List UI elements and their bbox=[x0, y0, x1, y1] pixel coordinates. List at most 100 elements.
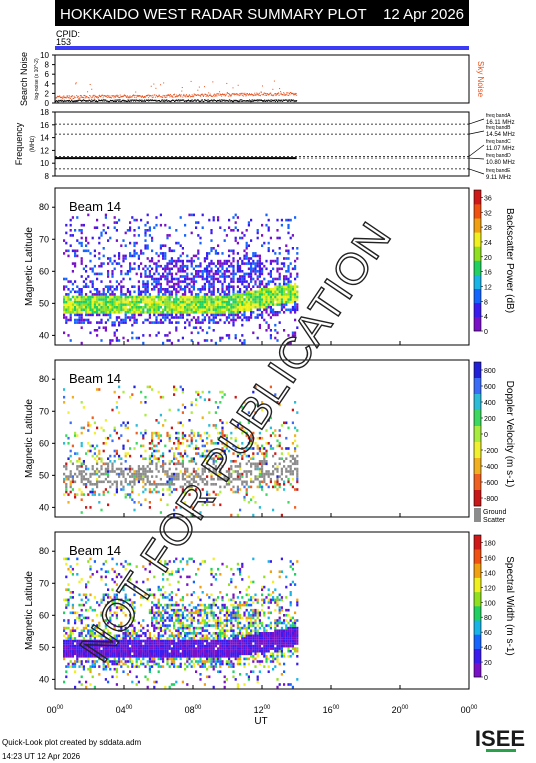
data-cell bbox=[91, 608, 94, 612]
data-cell bbox=[296, 444, 299, 448]
data-cell bbox=[131, 393, 134, 396]
data-cell bbox=[109, 285, 112, 288]
data-cell bbox=[115, 637, 118, 640]
noise-point bbox=[198, 86, 200, 88]
data-cell bbox=[133, 229, 136, 232]
data-cell bbox=[98, 634, 101, 638]
data-cell bbox=[85, 596, 88, 599]
data-cell bbox=[272, 465, 275, 468]
noise-point bbox=[262, 100, 264, 102]
data-cell bbox=[184, 449, 187, 453]
noise-point bbox=[92, 95, 94, 97]
data-cell bbox=[258, 280, 261, 283]
data-cell bbox=[219, 300, 222, 304]
noise-point bbox=[73, 95, 75, 97]
data-cell bbox=[195, 447, 198, 450]
data-cell bbox=[69, 472, 72, 476]
data-cell bbox=[239, 472, 242, 476]
data-cell bbox=[287, 298, 290, 301]
data-cell bbox=[243, 290, 246, 294]
data-cell bbox=[232, 460, 235, 463]
data-cell bbox=[247, 305, 250, 309]
noise-point bbox=[234, 100, 236, 102]
noise-point bbox=[75, 101, 77, 103]
data-cell bbox=[203, 257, 206, 260]
data-cell bbox=[294, 264, 297, 268]
data-cell bbox=[102, 619, 105, 622]
data-cell bbox=[96, 444, 99, 448]
data-cell bbox=[153, 685, 156, 689]
data-cell bbox=[113, 311, 116, 314]
data-cell bbox=[67, 436, 70, 440]
noise-point bbox=[236, 100, 238, 102]
data-cell bbox=[195, 303, 198, 306]
noise-point bbox=[258, 100, 260, 102]
data-cell bbox=[98, 257, 101, 260]
noise-point bbox=[241, 93, 243, 95]
data-cell bbox=[107, 480, 110, 484]
data-cell bbox=[234, 426, 237, 430]
noise-point bbox=[287, 94, 289, 96]
data-cell bbox=[177, 280, 180, 283]
data-cell bbox=[210, 247, 213, 250]
data-cell bbox=[71, 444, 74, 448]
data-cell bbox=[137, 493, 140, 496]
data-cell bbox=[91, 444, 94, 448]
data-cell bbox=[192, 285, 195, 288]
data-cell bbox=[74, 670, 77, 673]
data-cell bbox=[118, 662, 121, 666]
data-cell bbox=[131, 498, 134, 501]
data-cell bbox=[151, 649, 154, 653]
colorbar-tick-label: 4 bbox=[484, 314, 488, 321]
noise-point bbox=[101, 94, 103, 96]
noise-point bbox=[190, 96, 192, 98]
data-cell bbox=[78, 652, 81, 656]
data-cell bbox=[291, 442, 294, 445]
data-cell bbox=[219, 419, 222, 422]
data-cell bbox=[93, 447, 96, 450]
noise-point bbox=[103, 95, 105, 97]
data-cell bbox=[137, 472, 140, 476]
data-cell bbox=[177, 257, 180, 260]
data-cell bbox=[135, 644, 138, 648]
data-cell bbox=[241, 293, 244, 296]
data-cell bbox=[201, 311, 204, 314]
data-cell bbox=[230, 308, 233, 312]
noise-point bbox=[248, 94, 250, 96]
data-cell bbox=[261, 462, 264, 466]
data-cell bbox=[157, 490, 160, 494]
noise-point bbox=[142, 100, 144, 102]
data-cell bbox=[87, 429, 90, 432]
noise-point bbox=[215, 100, 217, 102]
data-cell bbox=[269, 262, 272, 265]
frequency-band-value: 11.07 MHz bbox=[486, 146, 515, 152]
noise-point bbox=[68, 99, 70, 101]
noise-point bbox=[216, 101, 218, 103]
data-cell bbox=[113, 667, 116, 671]
noise-point bbox=[283, 92, 285, 94]
data-cell bbox=[137, 254, 140, 258]
data-cell bbox=[201, 439, 204, 443]
data-cell bbox=[89, 295, 92, 299]
data-cell bbox=[100, 457, 103, 460]
noise-point bbox=[154, 96, 156, 98]
noise-point bbox=[296, 94, 298, 96]
noise-point bbox=[91, 100, 93, 102]
data-cell bbox=[122, 601, 125, 604]
data-cell bbox=[159, 295, 162, 299]
data-cell bbox=[201, 416, 204, 419]
data-cell bbox=[232, 259, 235, 263]
data-cell bbox=[151, 660, 154, 663]
data-cell bbox=[243, 300, 246, 304]
data-cell bbox=[144, 270, 147, 273]
data-cell bbox=[148, 649, 151, 653]
noise-point bbox=[279, 100, 281, 102]
data-cell bbox=[168, 267, 171, 271]
data-cell bbox=[210, 275, 213, 278]
data-cell bbox=[228, 285, 231, 288]
data-cell bbox=[118, 642, 121, 645]
data-cell bbox=[166, 434, 169, 437]
data-cell bbox=[294, 267, 297, 271]
data-cell bbox=[181, 288, 184, 291]
data-cell bbox=[276, 475, 279, 478]
